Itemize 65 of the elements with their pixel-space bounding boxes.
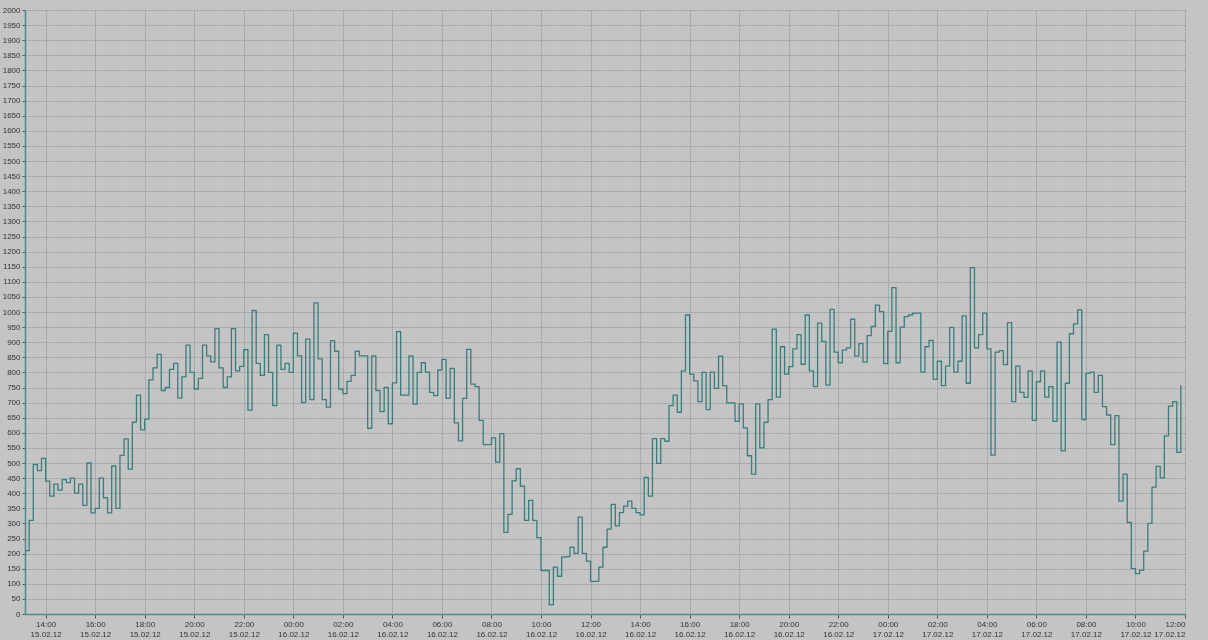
y-tick-label: 150 xyxy=(7,564,22,574)
y-tick-label: 350 xyxy=(7,503,22,513)
x-tick-label: 08:00 16.02.12 xyxy=(476,619,509,639)
y-tick-label: 800 xyxy=(7,367,22,377)
y-tick-label: 1450 xyxy=(2,171,22,181)
y-tick-label: 1600 xyxy=(2,126,22,136)
y-tick-label: 450 xyxy=(7,473,22,483)
y-tick-label: 1050 xyxy=(2,292,22,302)
y-tick-label: 100 xyxy=(7,579,22,589)
y-tick-label: 700 xyxy=(7,398,22,408)
x-tick-label: 00:00 17.02.12 xyxy=(872,619,905,639)
y-tick-label: 1900 xyxy=(2,35,22,45)
x-tick-label: 04:00 17.02.12 xyxy=(971,619,1004,639)
y-tick-label: 250 xyxy=(7,534,22,543)
y-tick-label: 600 xyxy=(7,428,22,438)
y-tick-label: 1500 xyxy=(2,156,22,166)
y-tick-label: 500 xyxy=(7,458,22,468)
x-tick-label: 22:00 15.02.12 xyxy=(228,619,261,639)
x-tick-label: 14:00 16.02.12 xyxy=(625,619,657,639)
x-tick-label: 02:00 16.02.12 xyxy=(327,619,360,639)
y-tick-label: 1200 xyxy=(2,247,22,257)
y-tick-label: 1150 xyxy=(3,262,22,272)
y-tick-label: 1000 xyxy=(2,307,22,317)
y-tick-label: 1700 xyxy=(2,96,22,106)
y-tick-label: 1800 xyxy=(2,65,22,75)
y-tick-label: 1650 xyxy=(2,111,22,121)
y-tick-label: 0 xyxy=(16,609,22,619)
x-tick-label: 06:00 17.02.12 xyxy=(1021,619,1054,639)
y-tick-label: 950 xyxy=(7,322,22,332)
x-tick-label: 12:00 16.02.12 xyxy=(575,619,608,639)
y-tick-label: 1300 xyxy=(2,216,22,226)
x-tick-label: 20:00 16.02.12 xyxy=(773,619,806,639)
y-tick-label: 900 xyxy=(7,337,22,347)
y-tick-label: 1350 xyxy=(2,201,22,211)
y-tick-label: 300 xyxy=(7,518,22,528)
y-tick-label: 1100 xyxy=(3,277,22,287)
y-tick-label: 400 xyxy=(7,488,22,498)
x-tick-label: 10:00 17.02.12 xyxy=(1120,619,1153,639)
y-tick-label: 2000 xyxy=(2,5,22,15)
x-tick-label: 12:00 17.02.12 xyxy=(1154,619,1187,639)
x-tick-label: 18:00 16.02.12 xyxy=(724,619,756,639)
y-tick-label: 200 xyxy=(7,549,22,559)
x-tick-label: 22:00 16.02.12 xyxy=(823,619,855,639)
y-tick-label: 650 xyxy=(7,413,22,423)
y-tick-label: 1400 xyxy=(2,186,22,196)
y-tick-label: 1950 xyxy=(2,20,22,30)
y-tick-label: 1850 xyxy=(2,50,22,60)
y-tick-label: 850 xyxy=(7,352,22,362)
y-tick-label: 550 xyxy=(7,443,22,453)
x-tick-label: 16:00 15.02.12 xyxy=(80,619,112,639)
x-tick-label: 14:00 15.02.12 xyxy=(30,619,63,639)
y-tick-label: 50 xyxy=(11,594,22,604)
x-tick-label: 16:00 16.02.12 xyxy=(674,619,707,639)
x-tick-label: 08:00 17.02.12 xyxy=(1070,619,1103,639)
x-tick-label: 00:00 16.02.12 xyxy=(278,619,310,639)
y-tick-label: 1750 xyxy=(2,81,22,90)
y-tick-label: 750 xyxy=(7,383,22,392)
x-tick-label: 04:00 16.02.12 xyxy=(377,619,410,639)
x-tick-label: 18:00 15.02.12 xyxy=(129,619,162,639)
x-tick-label: 10:00 16.02.12 xyxy=(525,619,558,639)
y-tick-label: 1550 xyxy=(2,141,22,151)
y-tick-label: 1250 xyxy=(2,232,22,241)
x-tick-label: 06:00 16.02.12 xyxy=(426,619,459,639)
x-tick-label: 02:00 17.02.12 xyxy=(922,619,954,639)
x-tick-label: 20:00 15.02.12 xyxy=(179,619,211,639)
